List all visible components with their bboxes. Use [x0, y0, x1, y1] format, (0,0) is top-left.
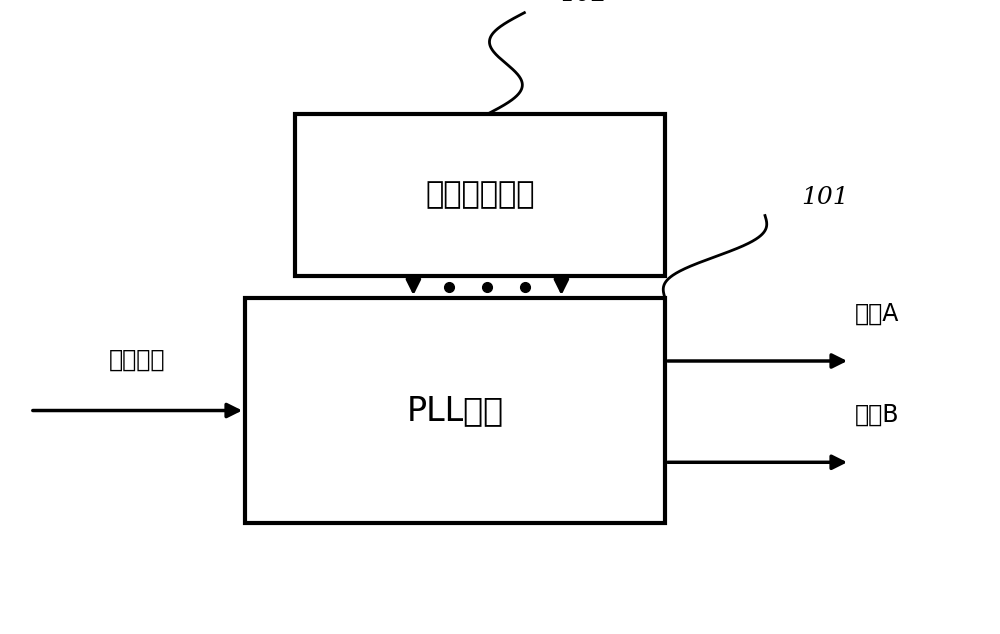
- Text: 输入时钟: 输入时钟: [109, 348, 166, 372]
- Text: 时钟B: 时钟B: [855, 403, 900, 427]
- Text: 101: 101: [801, 186, 849, 209]
- Text: 时钟A: 时钟A: [855, 301, 899, 325]
- Text: 102: 102: [561, 0, 608, 6]
- Text: 参数配置模块: 参数配置模块: [425, 181, 535, 209]
- Bar: [295, 114, 665, 276]
- Bar: [245, 298, 665, 523]
- Text: PLL模块: PLL模块: [406, 394, 504, 427]
